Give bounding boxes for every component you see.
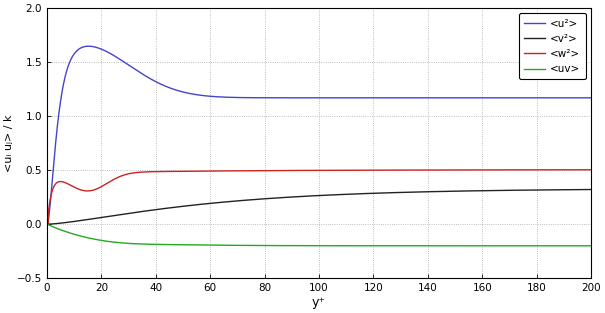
<w²> — [413, 168, 420, 172]
<u²> — [85, 44, 92, 48]
<w²> — [151, 170, 159, 173]
Y-axis label: <uᵢ uⱼ> / k: <uᵢ uⱼ> / k — [4, 115, 14, 172]
<u²> — [120, 60, 127, 64]
<u²> — [587, 96, 595, 100]
<v²> — [587, 187, 595, 191]
Line: <u²>: <u²> — [47, 46, 591, 224]
<uv> — [120, 241, 127, 245]
Line: <w²>: <w²> — [47, 170, 591, 224]
<v²> — [275, 196, 282, 200]
<uv> — [587, 244, 595, 248]
<v²> — [44, 222, 51, 226]
<uv> — [44, 222, 51, 226]
<w²> — [281, 169, 288, 172]
<u²> — [275, 96, 282, 100]
<uv> — [275, 244, 282, 248]
<uv> — [317, 244, 324, 248]
<uv> — [413, 244, 420, 248]
<v²> — [120, 212, 127, 216]
<v²> — [281, 196, 288, 199]
<v²> — [413, 190, 420, 194]
<uv> — [151, 243, 159, 246]
Line: <v²>: <v²> — [47, 189, 591, 224]
X-axis label: y⁺: y⁺ — [312, 296, 326, 309]
<uv> — [281, 244, 288, 248]
<w²> — [587, 168, 595, 172]
Line: <uv>: <uv> — [47, 224, 591, 246]
<v²> — [317, 193, 324, 197]
<u²> — [151, 80, 159, 83]
<u²> — [414, 96, 421, 100]
<u²> — [281, 96, 288, 100]
<u²> — [44, 222, 51, 226]
<w²> — [275, 169, 282, 172]
<u²> — [317, 96, 324, 100]
Legend: <u²>, <v²>, <w²>, <uv>: <u²>, <v²>, <w²>, <uv> — [519, 13, 586, 80]
<w²> — [120, 173, 127, 177]
<w²> — [44, 222, 51, 226]
<w²> — [317, 168, 324, 172]
<v²> — [151, 208, 159, 212]
